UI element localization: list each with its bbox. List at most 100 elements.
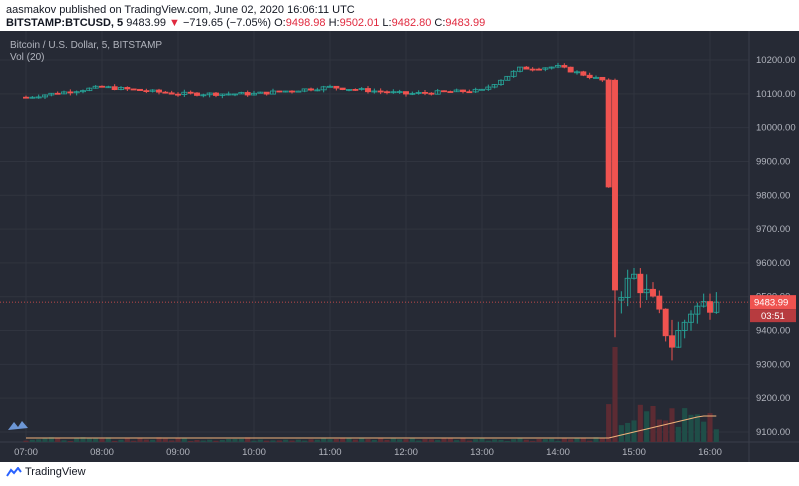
candle-body bbox=[42, 94, 48, 98]
candle-body bbox=[605, 79, 612, 188]
candle-body bbox=[257, 91, 264, 94]
volume-bar bbox=[118, 439, 124, 442]
candle-body bbox=[428, 92, 435, 95]
volume-bar bbox=[213, 440, 219, 442]
y-tick-label: 9400.00 bbox=[756, 326, 790, 337]
candle-body bbox=[29, 96, 36, 99]
candle-body bbox=[54, 92, 61, 95]
down-arrow-icon: ▼ bbox=[169, 17, 180, 29]
volume-bar bbox=[124, 438, 130, 442]
volume-bar bbox=[701, 421, 707, 442]
volume-bar bbox=[599, 437, 605, 442]
volume-bar bbox=[498, 439, 504, 442]
candle-body bbox=[688, 313, 694, 323]
candle-body bbox=[130, 88, 137, 91]
volume-bar bbox=[663, 420, 669, 442]
volume-bar bbox=[523, 439, 529, 442]
volume-bar bbox=[492, 439, 498, 442]
candle-body bbox=[529, 68, 536, 71]
volume-bar bbox=[143, 439, 149, 442]
candle-body bbox=[137, 88, 143, 92]
x-tick-label: 16:00 bbox=[698, 447, 722, 458]
candle-body bbox=[200, 94, 207, 97]
x-tick-label: 12:00 bbox=[394, 447, 418, 458]
chart-area[interactable] bbox=[0, 31, 799, 462]
volume-bar bbox=[656, 419, 662, 442]
volume-bar bbox=[675, 426, 681, 442]
candle-body bbox=[339, 87, 346, 90]
volume-bar bbox=[378, 437, 384, 442]
volume-bar bbox=[561, 437, 567, 442]
volume-bar bbox=[447, 438, 453, 442]
volume-bar bbox=[549, 438, 555, 442]
volume-bar bbox=[631, 420, 637, 442]
candle-body bbox=[358, 88, 365, 90]
candle-body bbox=[92, 85, 99, 89]
volume-bar bbox=[29, 439, 35, 442]
x-tick-label: 14:00 bbox=[546, 447, 570, 458]
tradingview-logo[interactable]: TradingView bbox=[6, 466, 86, 478]
x-tick-label: 13:00 bbox=[470, 447, 494, 458]
candle-body bbox=[542, 67, 549, 70]
candle-body bbox=[35, 96, 42, 99]
volume-bar bbox=[384, 439, 390, 442]
high-label: H: bbox=[328, 17, 340, 29]
candle-body bbox=[548, 66, 555, 69]
candle-body bbox=[289, 90, 295, 93]
candle-body bbox=[453, 89, 460, 93]
volume-bar bbox=[606, 404, 612, 442]
volume-bar bbox=[156, 437, 162, 442]
volume-bar bbox=[86, 437, 92, 442]
volume-bar bbox=[36, 439, 42, 442]
countdown-tag bbox=[750, 309, 796, 323]
candle-body bbox=[409, 92, 416, 95]
volume-bar bbox=[181, 438, 187, 442]
volume-bar bbox=[694, 414, 700, 442]
y-tick-label: 9600.00 bbox=[756, 258, 790, 269]
price-tag-value: 9483.99 bbox=[754, 298, 788, 309]
candle-body bbox=[586, 74, 593, 78]
volume-bar bbox=[580, 437, 586, 442]
volume-bar bbox=[188, 440, 194, 442]
candle-body bbox=[472, 88, 479, 93]
volume-bar bbox=[473, 439, 479, 442]
volume-bar bbox=[359, 438, 365, 442]
candle-body bbox=[707, 301, 713, 313]
volume-bar bbox=[340, 437, 346, 442]
volume-bar bbox=[485, 440, 491, 442]
candle-body bbox=[346, 89, 352, 91]
volume-bar bbox=[365, 439, 371, 442]
candle-body bbox=[681, 321, 688, 331]
volume-bar bbox=[422, 439, 428, 442]
y-tick-label: 9300.00 bbox=[756, 359, 790, 370]
volume-bar bbox=[321, 437, 327, 442]
volume-bar bbox=[542, 439, 548, 442]
candle-body bbox=[675, 330, 682, 348]
candle-body bbox=[390, 91, 397, 94]
candle-body bbox=[624, 277, 631, 298]
candle-body bbox=[225, 93, 232, 96]
candle-body bbox=[181, 91, 188, 95]
chart-watermark-icon bbox=[8, 421, 28, 430]
candle-body bbox=[73, 91, 80, 94]
volume-bar bbox=[238, 438, 244, 442]
volume-bar bbox=[466, 440, 472, 442]
candle-body bbox=[441, 90, 447, 93]
y-tick-label: 9100.00 bbox=[756, 427, 790, 438]
candle-body bbox=[371, 90, 378, 93]
candle-body bbox=[282, 90, 289, 93]
candle-body bbox=[162, 91, 169, 94]
candle-body bbox=[118, 87, 124, 91]
x-tick-label: 07:00 bbox=[14, 447, 38, 458]
candle-body bbox=[396, 91, 403, 93]
candle-body bbox=[194, 92, 200, 96]
candle-body bbox=[156, 89, 162, 93]
candle-body bbox=[536, 68, 542, 71]
candle-body bbox=[61, 91, 67, 95]
candle-body bbox=[143, 90, 150, 93]
candle-body bbox=[124, 87, 131, 90]
volume-bar bbox=[441, 437, 447, 442]
candle-body bbox=[175, 93, 181, 96]
volume-bar bbox=[207, 439, 213, 442]
